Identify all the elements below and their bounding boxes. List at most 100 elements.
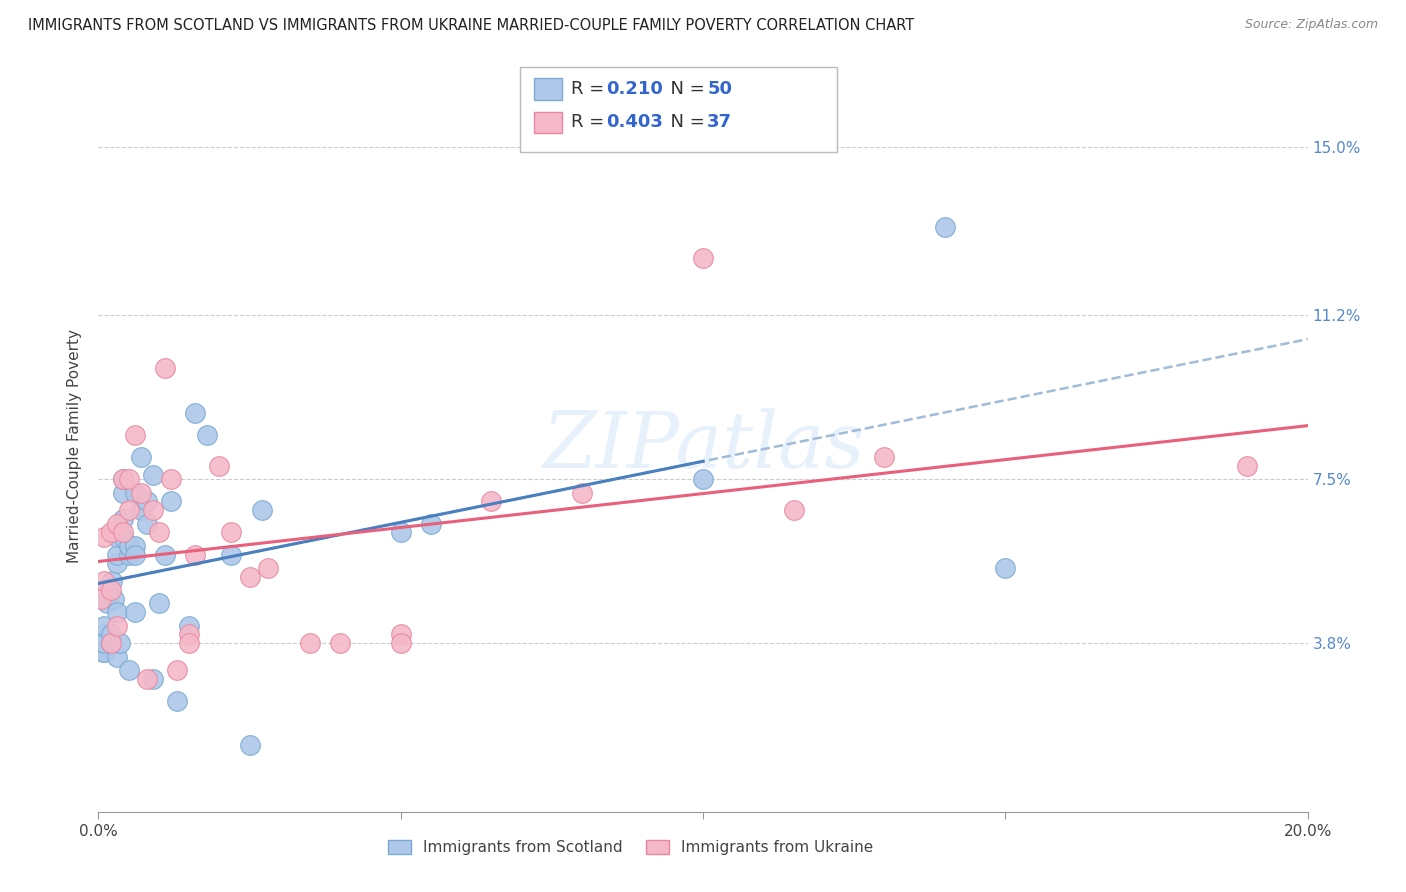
Point [221, 548, 243, 562]
Point [90, 636, 112, 650]
Point [111, 512, 134, 526]
Y-axis label: Married-Couple Family Poverty: Married-Couple Family Poverty [67, 329, 83, 563]
Point [329, 636, 352, 650]
Point [124, 605, 146, 619]
Point [96, 596, 118, 610]
Point [389, 525, 412, 540]
Point [389, 627, 412, 641]
Legend: Immigrants from Scotland, Immigrants from Ukraine: Immigrants from Scotland, Immigrants fro… [380, 832, 880, 863]
Point [129, 503, 152, 517]
Point [105, 557, 128, 571]
Text: ZIPatlas: ZIPatlas [541, 408, 865, 484]
Point [93, 627, 115, 641]
Point [93, 574, 115, 589]
Point [124, 548, 146, 562]
Point [124, 485, 146, 500]
Point [93, 636, 115, 650]
Point [111, 525, 134, 540]
Point [93, 530, 115, 544]
Text: Source: ZipAtlas.com: Source: ZipAtlas.com [1244, 18, 1378, 31]
Text: 0.210: 0.210 [606, 80, 662, 98]
Point [1236, 458, 1258, 473]
Text: N =: N = [659, 113, 711, 131]
Point [148, 525, 170, 540]
Point [105, 605, 128, 619]
Point [481, 494, 503, 508]
Point [250, 503, 273, 517]
Point [105, 548, 128, 562]
Point [160, 472, 183, 486]
Point [692, 251, 714, 265]
Point [118, 503, 141, 517]
Point [142, 672, 165, 686]
Point [111, 485, 134, 500]
Point [299, 636, 322, 650]
Point [692, 472, 714, 486]
Point [100, 525, 122, 540]
Point [118, 539, 141, 553]
Point [571, 485, 593, 500]
Point [166, 663, 188, 677]
Point [142, 503, 165, 517]
Point [195, 428, 218, 442]
Text: IMMIGRANTS FROM SCOTLAND VS IMMIGRANTS FROM UKRAINE MARRIED-COUPLE FAMILY POVERT: IMMIGRANTS FROM SCOTLAND VS IMMIGRANTS F… [28, 18, 914, 33]
Point [111, 530, 134, 544]
Point [91, 645, 114, 659]
Point [93, 645, 115, 659]
Point [142, 467, 165, 482]
Point [135, 672, 157, 686]
Point [124, 428, 146, 442]
Point [783, 503, 806, 517]
Point [135, 494, 157, 508]
Text: 0.403: 0.403 [606, 113, 662, 131]
Point [148, 596, 170, 610]
Point [160, 494, 183, 508]
Point [129, 485, 152, 500]
Text: N =: N = [659, 80, 711, 98]
Point [105, 530, 128, 544]
Point [153, 548, 176, 562]
Point [100, 636, 122, 650]
Point [90, 591, 112, 606]
Point [221, 525, 243, 540]
Point [994, 561, 1017, 575]
Point [111, 472, 134, 486]
Point [873, 450, 896, 464]
Point [105, 649, 128, 664]
Point [256, 561, 278, 575]
Point [94, 583, 117, 598]
Point [93, 618, 115, 632]
Text: R =: R = [571, 113, 610, 131]
Point [129, 450, 152, 464]
Point [179, 618, 201, 632]
Point [100, 627, 122, 641]
Point [420, 516, 443, 531]
Point [153, 361, 176, 376]
Point [124, 539, 146, 553]
Point [100, 583, 122, 598]
Point [105, 516, 128, 531]
Point [239, 738, 262, 752]
Point [389, 636, 412, 650]
Point [135, 516, 157, 531]
Point [108, 636, 131, 650]
Point [118, 472, 141, 486]
Point [239, 570, 262, 584]
Point [105, 618, 128, 632]
Point [184, 548, 207, 562]
Point [934, 219, 956, 234]
Text: 50: 50 [707, 80, 733, 98]
Text: 37: 37 [707, 113, 733, 131]
Point [118, 548, 141, 562]
Point [179, 627, 201, 641]
Point [100, 574, 122, 589]
Text: R =: R = [571, 80, 610, 98]
Point [179, 636, 201, 650]
Point [118, 663, 141, 677]
Point [111, 472, 134, 486]
Point [103, 591, 125, 606]
Point [100, 636, 122, 650]
Point [166, 694, 188, 708]
Point [184, 406, 207, 420]
Point [208, 458, 231, 473]
